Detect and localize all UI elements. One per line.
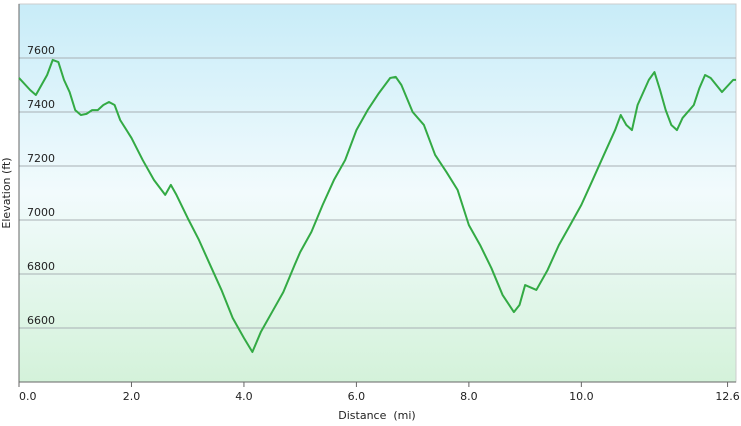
y-tick-label: 7200 [27, 152, 55, 165]
x-tick-label: 4.0 [235, 390, 253, 403]
y-tick-label: 6600 [27, 314, 55, 327]
x-axis-label: Distance (mi) [338, 409, 415, 422]
x-tick-label: 12.6 [715, 390, 740, 403]
elevation-line [18, 58, 736, 354]
y-tick-label: 7400 [27, 98, 55, 111]
x-tick-label: 8.0 [460, 390, 478, 403]
y-axis-label: Elevation (ft) [0, 157, 13, 228]
y-tick-label: 6800 [27, 260, 55, 273]
y-tick-label: 7000 [27, 206, 55, 219]
x-tick-label: 0.0 [19, 390, 37, 403]
x-tick-label: 2.0 [123, 390, 141, 403]
x-tick-label: 6.0 [348, 390, 366, 403]
y-tick-label: 7600 [27, 44, 55, 57]
x-tick-label: 10.0 [569, 390, 594, 403]
plot-area [18, 3, 737, 383]
